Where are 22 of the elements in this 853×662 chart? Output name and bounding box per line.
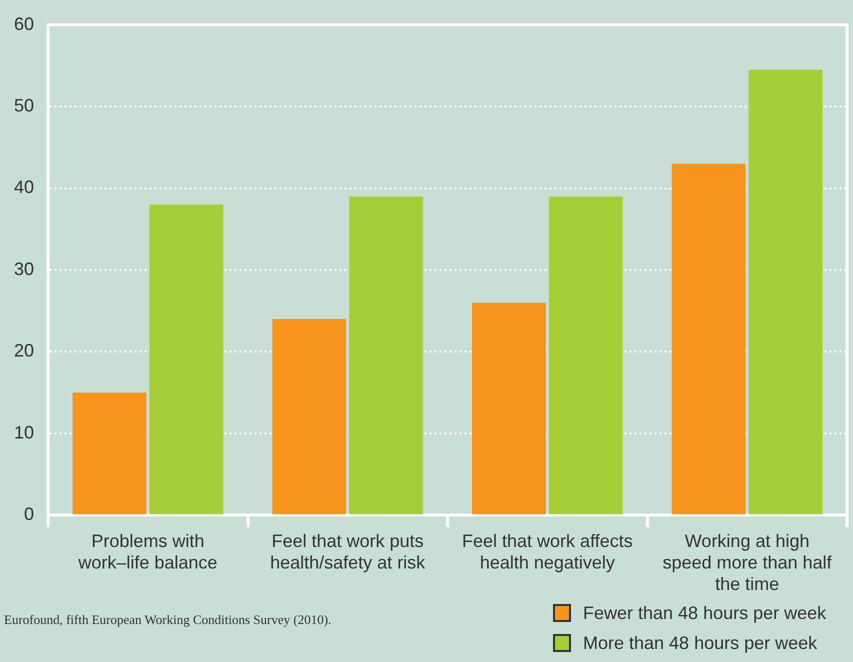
x-tick-label: Feel that work puts health/safety at risk [270, 530, 426, 573]
y-tick-label: 10 [14, 422, 34, 442]
bar [149, 204, 224, 514]
x-tick-label: Problems with work–life balance [77, 530, 218, 573]
text: Eurofound, fifth European Working Conditions Survey (2010). [4, 612, 332, 628]
bar [72, 392, 146, 514]
x-tick-label: Feel that work affects health negatively [462, 530, 633, 573]
y-tick-label: 60 [14, 14, 34, 34]
y-tick-label: 40 [14, 177, 34, 198]
legend-label: More than 48 hours per week [583, 632, 818, 654]
bar [672, 164, 746, 514]
bar [548, 196, 623, 514]
bar [272, 319, 346, 514]
bar [748, 70, 822, 514]
bar [349, 196, 423, 514]
y-tick-label: 20 [14, 340, 34, 361]
bar [472, 302, 546, 514]
y-tick-label: 0 [24, 504, 34, 524]
y-tick-label: 50 [14, 96, 34, 116]
legend-label: Fewer than 48 hours per week [583, 602, 826, 624]
x-tick-label: Working at high speed more than half the time [662, 530, 833, 594]
y-tick-label: 30 [14, 258, 34, 279]
